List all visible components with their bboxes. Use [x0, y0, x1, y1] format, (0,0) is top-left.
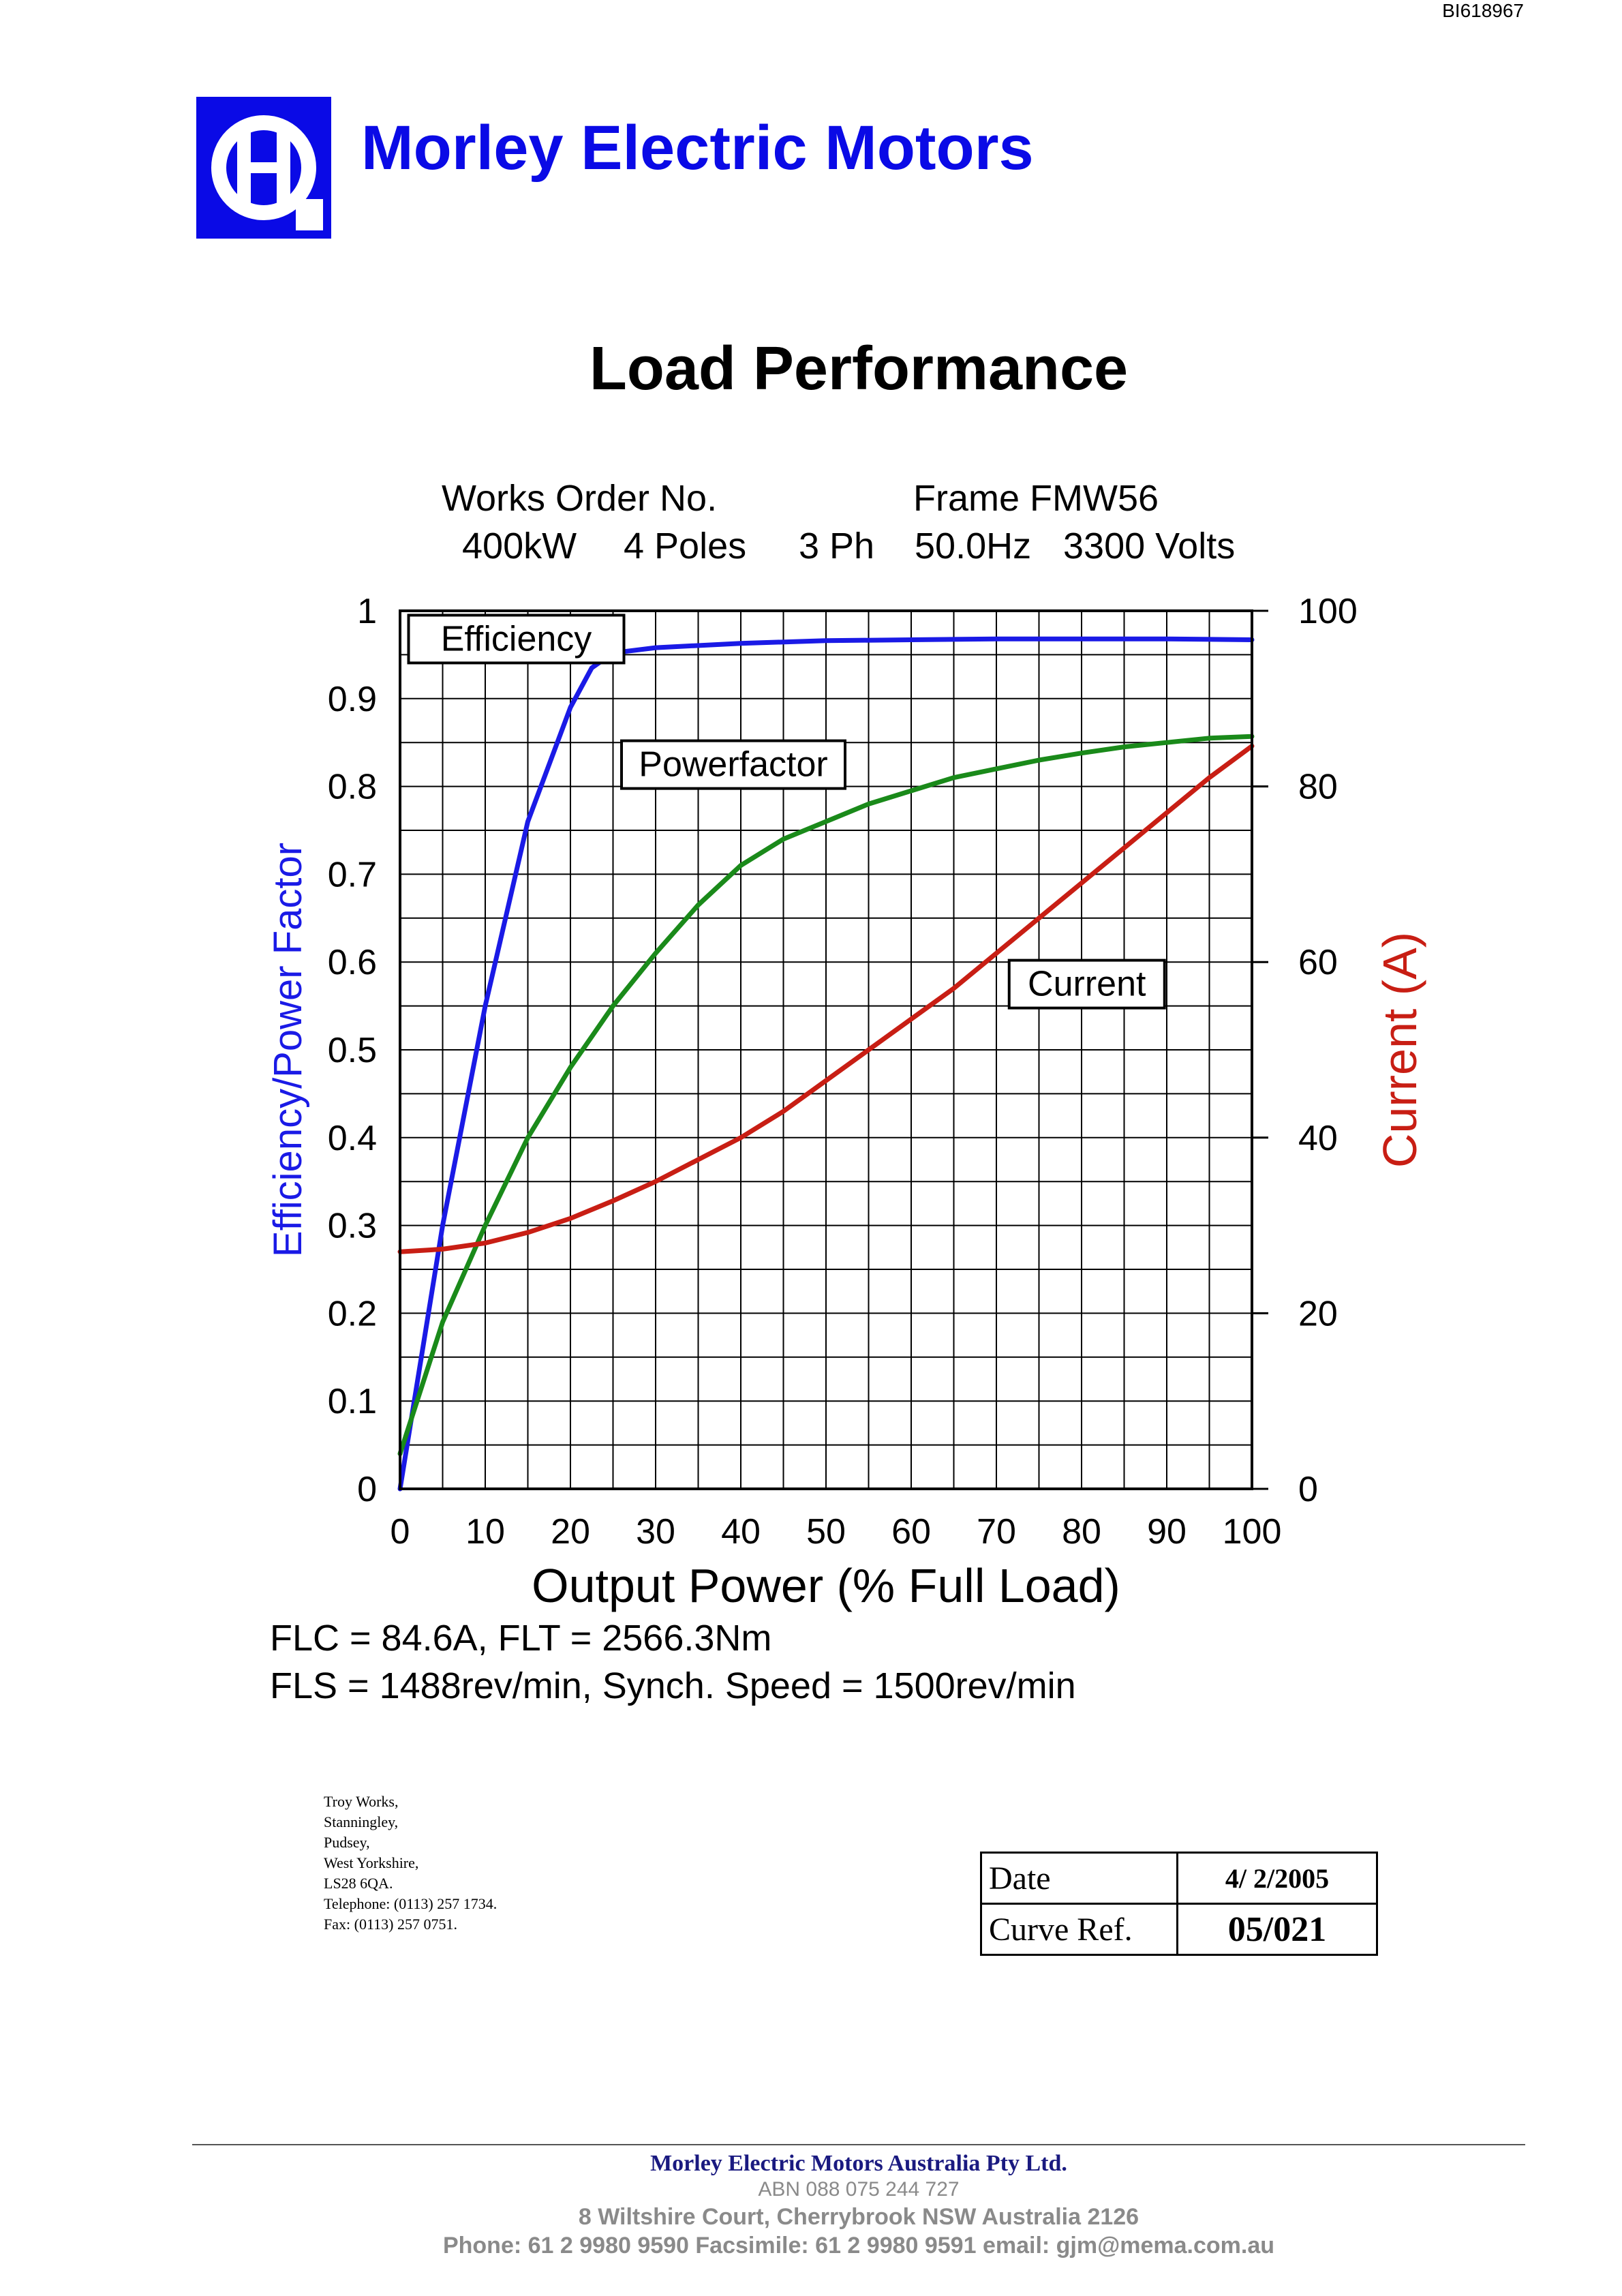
company-logo: [196, 97, 331, 239]
y-left-tick-label: 0.9: [328, 680, 377, 719]
curve-info-table: Date 4/ 2/2005 Curve Ref. 05/021: [980, 1852, 1378, 1956]
y-left-tick-label: 0.6: [328, 943, 377, 982]
y-left-tick-label: 1: [357, 592, 377, 631]
current-line: [397, 743, 1255, 1254]
chart-annotations: Efficiency Powerfactor Current: [407, 614, 1166, 1010]
x-tick-label: 30: [636, 1512, 675, 1552]
address-line: Pudsey,: [324, 1834, 370, 1851]
footer-company: Morley Electric Motors Australia Pty Ltd…: [650, 2151, 1067, 2176]
x-tick-label: 0: [391, 1512, 410, 1552]
voltage: 3300 Volts: [1063, 526, 1236, 567]
load-performance-chart: 0 10 20 30 40 50 60 70 80 90 10000.10.20.30.40.50.…: [266, 592, 1426, 1612]
curve-ref-value: 05/021: [1176, 1903, 1378, 1956]
y-right-tick-label: 80: [1298, 768, 1338, 807]
frame-label: Frame FMW56: [913, 478, 1159, 519]
x-tick-label: 40: [721, 1512, 761, 1552]
date-label: Date: [980, 1852, 1178, 1905]
page-title: Load Performance: [589, 335, 1129, 403]
footer-divider: [192, 2144, 1525, 2145]
efficiency-line: [397, 636, 1255, 1492]
x-tick-label: 90: [1147, 1512, 1187, 1552]
y-left-tick-label: 0: [357, 1470, 377, 1509]
y-right-tick-label: 0: [1298, 1470, 1318, 1509]
y-left-tick-label: 0.3: [328, 1207, 377, 1246]
flc-flt-note: FLC = 84.6A, FLT = 2566.3Nm: [270, 1618, 772, 1659]
fls-speed-note: FLS = 1488rev/min, Synch. Speed = 1500re…: [270, 1665, 1076, 1706]
address-line: Stanningley,: [324, 1813, 399, 1830]
x-tick-label: 50: [806, 1512, 846, 1552]
address-line: LS28 6QA.: [324, 1875, 393, 1892]
address-line: Troy Works,: [324, 1793, 399, 1810]
plot-frame: [399, 609, 1253, 1490]
annotation-current-box: [1007, 958, 1166, 1010]
footer-contact: Phone: 61 2 9980 9590 Facsimile: 61 2 99…: [442, 2233, 1275, 2259]
chart-ticks: 0 10 20 30 40 50 60 70 80 90 10000.10.20.30.40.50.…: [328, 592, 1358, 1552]
y-right-tick-label: 20: [1298, 1294, 1338, 1333]
y-left-tick-label: 0.4: [328, 1119, 377, 1158]
address-line: Fax: (0113) 257 0751.: [324, 1916, 457, 1933]
x-axis-label: Output Power (% Full Load): [532, 1559, 1120, 1612]
chart-series: [397, 636, 1255, 1492]
address-line: Telephone: (0113) 257 1734.: [324, 1895, 498, 1912]
document-id: BI618967: [1442, 0, 1524, 21]
x-tick-label: 60: [891, 1512, 931, 1552]
y-right-tick-label: 40: [1298, 1119, 1338, 1158]
annotation-efficiency-box: [407, 614, 626, 665]
x-tick-label: 20: [551, 1512, 590, 1552]
x-tick-label: 10: [465, 1512, 505, 1552]
x-tick-label: 100: [1223, 1512, 1282, 1552]
annotation-current: Current: [1028, 965, 1146, 1004]
address-block: Troy Works, Stanningley, Pudsey, West Yo…: [324, 1792, 497, 1935]
address-line: West Yorkshire,: [324, 1854, 419, 1871]
y-left-tick-label: 0.1: [328, 1382, 377, 1421]
y-right-tick-label: 100: [1298, 592, 1358, 631]
y-axis-label-right: Current (A): [1373, 932, 1426, 1168]
annotation-powerfactor: Powerfactor: [639, 745, 827, 785]
x-tick-label: 80: [1062, 1512, 1101, 1552]
y-left-tick-label: 0.5: [328, 1031, 377, 1070]
date-value: 4/ 2/2005: [1176, 1852, 1378, 1905]
power-rating: 400kW: [462, 526, 577, 567]
footer-address: 8 Wiltshire Court, Cherrybrook NSW Austr…: [578, 2204, 1139, 2230]
poles: 4 Poles: [624, 526, 747, 567]
annotation-efficiency: Efficiency: [441, 619, 592, 659]
powerfactor-line: [397, 734, 1255, 1456]
x-tick-label: 70: [977, 1512, 1016, 1552]
works-order-label: Works Order No.: [442, 478, 718, 519]
y-left-tick-label: 0.2: [328, 1294, 377, 1333]
y-right-tick-label: 60: [1298, 943, 1338, 982]
annotation-powerfactor-box: [620, 739, 846, 790]
y-left-tick-label: 0.7: [328, 855, 377, 894]
frequency: 50.0Hz: [915, 526, 1032, 567]
brand-name: Morley Electric Motors: [361, 113, 1034, 183]
footer-abn: ABN 088 075 244 727: [758, 2178, 960, 2201]
curve-ref-label: Curve Ref.: [980, 1903, 1178, 1956]
y-left-tick-label: 0.8: [328, 768, 377, 807]
y-axis-label-left: Efficiency/Power Factor: [266, 843, 310, 1257]
phase: 3 Ph: [799, 526, 875, 567]
